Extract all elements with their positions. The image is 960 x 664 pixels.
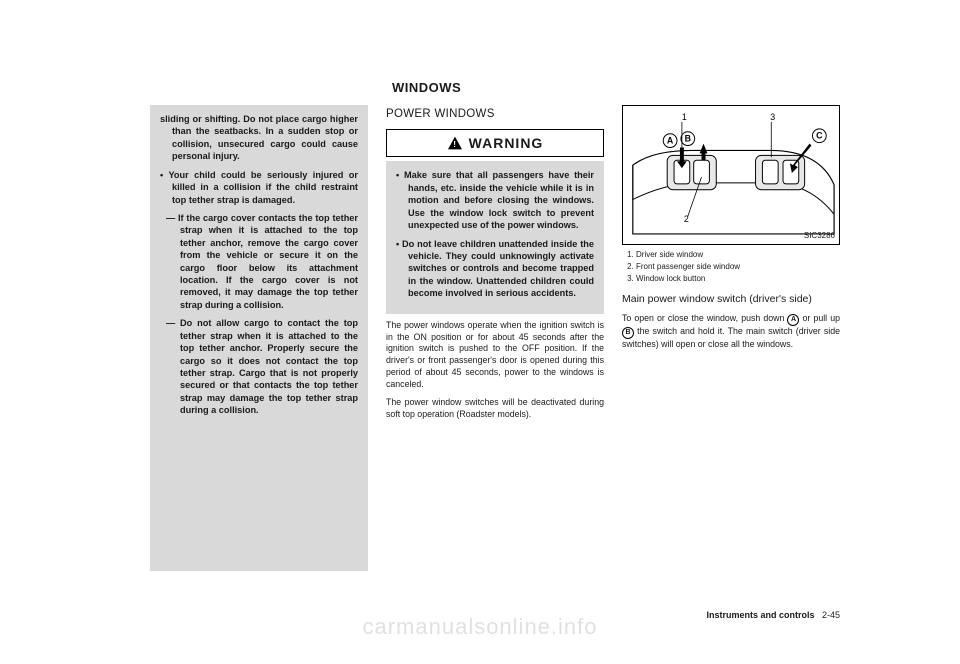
continuation-box: sliding or shifting. Do not place cargo …: [150, 105, 368, 571]
page-footer: Instruments and controls 2-45: [706, 610, 840, 620]
section-title: WINDOWS: [392, 80, 840, 95]
body-text: The power windows operate when the ignit…: [386, 320, 604, 391]
column-3: A B C 1 2 3: [622, 105, 840, 571]
footer-chapter: Instruments and controls: [706, 610, 814, 620]
caption-item: Driver side window: [636, 249, 840, 261]
svg-text:3: 3: [770, 112, 775, 122]
warning-bullet: Make sure that all passengers have their…: [396, 169, 594, 231]
svg-text:C: C: [816, 131, 823, 141]
body-text: To open or close the window, push down A…: [622, 313, 840, 351]
label-a-inline: A: [787, 314, 799, 326]
body-fragment: the switch and hold it. The main switch …: [622, 326, 840, 349]
warn-dash: If the cargo cover contacts the top teth…: [160, 212, 358, 311]
svg-text:!: !: [453, 140, 456, 149]
warn-text: sliding or shifting. Do not place cargo …: [160, 113, 358, 163]
svg-text:A: A: [667, 136, 674, 146]
illustration-code: SIC3286: [804, 231, 835, 242]
caption-item: Front passenger side window: [636, 261, 840, 273]
footer-page: 2-45: [822, 610, 840, 620]
warning-banner: ! WARNING: [386, 129, 604, 158]
body-fragment: or pull up: [799, 313, 840, 323]
warning-bullet: Do not leave children unattended inside …: [396, 238, 594, 300]
svg-text:1: 1: [682, 112, 687, 122]
caption-list: Driver side window Front passenger side …: [622, 249, 840, 285]
subsection-title: POWER WINDOWS: [386, 107, 604, 123]
column-2: POWER WINDOWS ! WARNING Make sure that a…: [386, 105, 604, 571]
svg-text:B: B: [685, 134, 691, 144]
warning-label: WARNING: [469, 134, 544, 153]
warn-bullet: Your child could be seriously injured or…: [160, 169, 358, 206]
body-text: The power window switches will be deacti…: [386, 397, 604, 421]
subhead: Main power window switch (driver's side): [622, 293, 840, 307]
body-fragment: To open or close the window, push down: [622, 313, 787, 323]
caption-item: Window lock button: [636, 273, 840, 285]
illustration: A B C 1 2 3: [622, 105, 840, 245]
warning-icon: !: [447, 136, 463, 150]
column-1: sliding or shifting. Do not place cargo …: [150, 105, 368, 571]
switch-panel-svg: A B C 1 2 3: [623, 106, 839, 244]
warning-box: Make sure that all passengers have their…: [386, 161, 604, 313]
warn-dash: Do not allow cargo to contact the top te…: [160, 317, 358, 416]
label-b-inline: B: [622, 327, 634, 339]
